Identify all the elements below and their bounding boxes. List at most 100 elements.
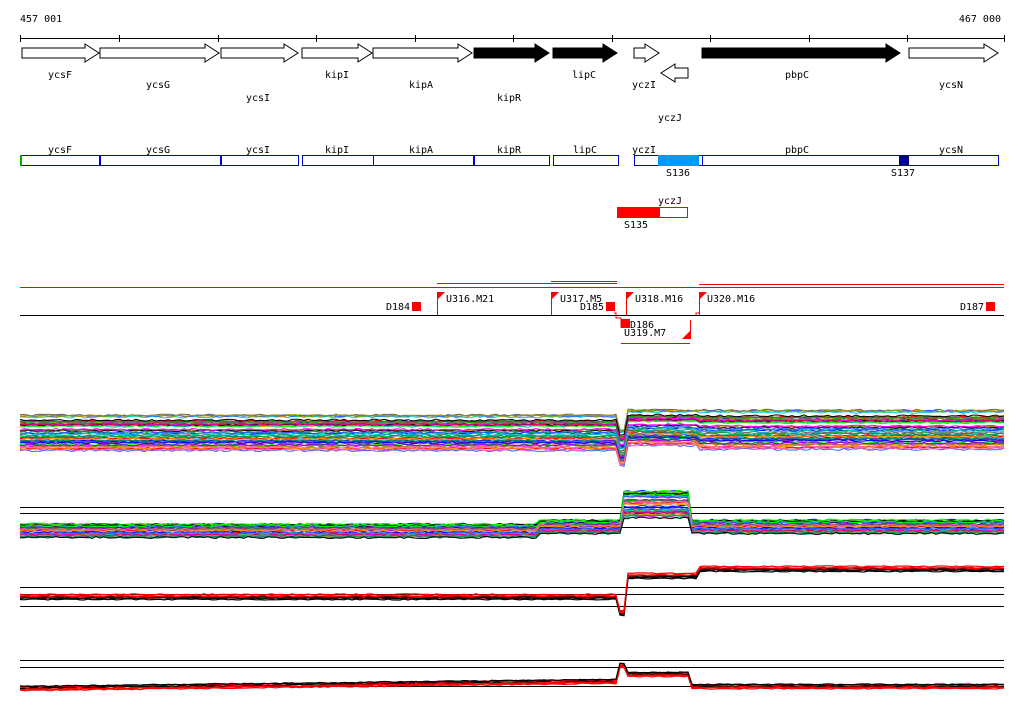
profile-series (19, 494, 1005, 529)
gene-arrow[interactable] (21, 43, 100, 63)
transcript-pbpC[interactable]: pbpC (702, 145, 901, 166)
deletion-block[interactable] (412, 302, 421, 311)
gene-label: ycsN (939, 80, 963, 91)
breakpoint-label: U316.M21 (446, 294, 494, 305)
segment-s136[interactable]: S136 (658, 155, 699, 179)
transcript-box[interactable] (474, 155, 550, 166)
segment-bar[interactable] (899, 155, 909, 166)
deletion-block[interactable] (606, 302, 615, 311)
transcript-ycsI[interactable]: ycsI (221, 145, 299, 166)
gene-pbpC[interactable]: pbpC (701, 43, 901, 81)
breakpoint-label: D185 (580, 302, 604, 313)
transcript-label: yczJ (658, 196, 682, 207)
transcript-label: kipA (409, 145, 433, 156)
gene-ycsG[interactable]: ycsG (99, 43, 220, 91)
deletion-block[interactable] (986, 302, 995, 311)
breakpoint-deletion[interactable]: D184 (386, 302, 421, 313)
flag-triangle (437, 292, 445, 300)
transcript-box[interactable] (221, 155, 299, 166)
profile-series (19, 565, 1005, 612)
gene-label: ycsI (246, 93, 270, 104)
profile-series (19, 436, 1005, 459)
segment-bar[interactable] (617, 207, 660, 218)
transcript-box[interactable] (21, 155, 100, 166)
transcript-kipI[interactable]: kipI (302, 145, 374, 166)
gene-label: ycsF (48, 70, 72, 81)
gene-yczI[interactable]: yczI (632, 43, 660, 91)
profile-series (19, 568, 1005, 615)
gene-arrow[interactable] (220, 43, 299, 63)
gene-kipR[interactable]: kipR (473, 43, 550, 104)
gene-arrow[interactable] (552, 43, 618, 63)
transcript-label: ycsI (246, 145, 270, 156)
transcript-box[interactable] (302, 155, 374, 166)
profile-series (19, 503, 1005, 533)
segment-s137[interactable]: S137 (891, 155, 915, 179)
profile-series (19, 413, 1005, 436)
transcript-kipA[interactable]: kipA (373, 145, 474, 166)
gene-lipC[interactable]: lipC (552, 43, 618, 81)
gene-arrow[interactable] (99, 43, 220, 63)
transcript-box[interactable] (373, 155, 474, 166)
transcript-ycsF[interactable]: ycsF (21, 145, 100, 166)
profile-series (19, 429, 1005, 452)
profile-series (19, 422, 1005, 446)
breakpoint-track: U316.M21 U317.M5 U318.M16 U320.M16 D184 D185 D… (20, 281, 1004, 344)
gene-arrow[interactable] (660, 63, 689, 83)
gene-arrow[interactable] (372, 43, 473, 63)
breakpoint-label: D186 (630, 320, 654, 331)
transcript-track: ycsF ycsG ycsI kipI kipA kipR lipC yczI pbpC ycsN… (20, 145, 999, 231)
transcript-ycsG[interactable]: ycsG (100, 145, 221, 166)
gene-arrow[interactable] (301, 43, 373, 63)
gene-label: kipR (497, 93, 522, 104)
breakpoint-flag[interactable]: U318.M16 (626, 292, 683, 315)
flag-triangle (551, 292, 559, 300)
transcript-box[interactable] (702, 155, 901, 166)
breakpoint-label: U317.M5 (560, 294, 602, 305)
gene-ycsN[interactable]: ycsN (908, 43, 999, 91)
segment-bar[interactable] (658, 155, 699, 166)
breakpoint-flag[interactable]: U320.M16 (699, 292, 755, 315)
transcript-ycsN[interactable]: ycsN (901, 145, 999, 166)
transcript-lipC[interactable]: lipC (553, 145, 619, 166)
flag-triangle (682, 331, 690, 339)
breakpoint-label: D187 (960, 302, 984, 313)
breakpoint-flag[interactable]: U317.M5 (551, 292, 602, 315)
breakpoint-connector (695, 312, 699, 315)
deletion-block[interactable] (621, 319, 630, 328)
transcript-box[interactable] (553, 155, 619, 166)
gene-kipA[interactable]: kipA (372, 43, 473, 91)
transcript-kipR[interactable]: kipR (474, 145, 550, 166)
flag-triangle (626, 292, 634, 300)
transcript-label: ycsG (146, 145, 170, 156)
gene-label: kipA (409, 80, 433, 91)
breakpoint-deletion[interactable]: D187 (960, 302, 995, 313)
profile-series (19, 415, 1004, 439)
gene-arrow[interactable] (473, 43, 550, 63)
coordinate-ruler: 457 001 467 000 (20, 14, 1005, 42)
breakpoint-deletion[interactable]: D186 (621, 319, 654, 331)
gene-arrow[interactable] (701, 43, 901, 63)
breakpoint-flag[interactable]: U316.M21 (437, 292, 494, 315)
gene-ycsI[interactable]: ycsI (220, 43, 299, 104)
gene-yczJ[interactable]: yczJ (658, 63, 689, 124)
profile-series (19, 443, 1005, 466)
gene-ycsF[interactable]: ycsF (21, 43, 100, 81)
segment-label: S136 (666, 168, 690, 179)
expression-profiles (19, 408, 1005, 692)
breakpoint-deletion[interactable]: D185 (580, 302, 615, 313)
gene-arrow[interactable] (908, 43, 999, 63)
profile-series (19, 493, 1005, 528)
start-marker (20, 155, 22, 166)
profile-series (19, 495, 1005, 529)
segment-s135[interactable]: S135 (617, 207, 660, 231)
transcript-box[interactable] (100, 155, 221, 166)
breakpoint-flag[interactable]: U319.M7 (621, 320, 691, 344)
gene-track: ycsF ycsG ycsI kipI kipA kipR lipC yczI yczJ pbpC… (21, 43, 999, 124)
transcript-label: yczI (632, 145, 656, 156)
gene-arrow[interactable] (633, 43, 660, 63)
gene-label: lipC (572, 70, 596, 81)
transcript-box[interactable] (901, 155, 999, 166)
gene-kipI[interactable]: kipI (301, 43, 373, 81)
transcript-label: ycsF (48, 145, 72, 156)
